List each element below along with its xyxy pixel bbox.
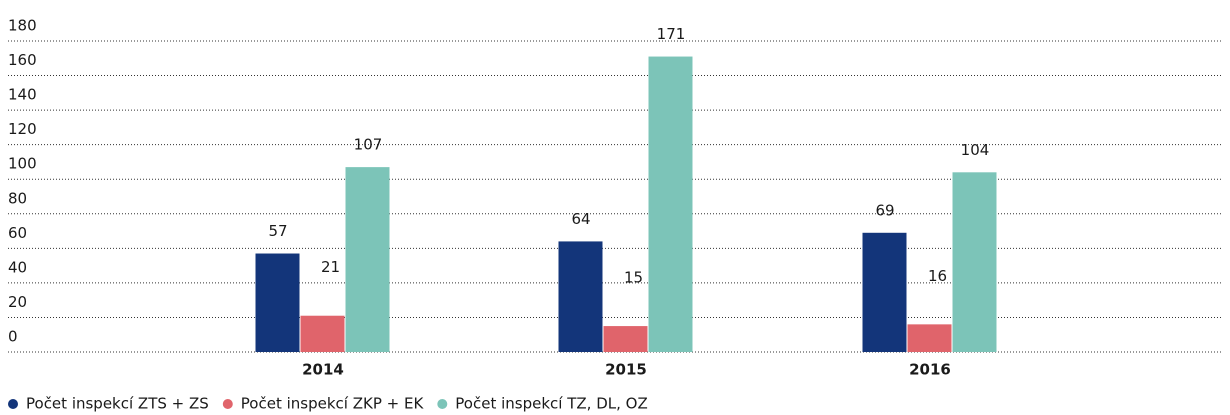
x-tick-label: 2016 <box>909 361 951 379</box>
bar <box>952 172 997 352</box>
bar <box>648 56 693 353</box>
value-label: 16 <box>928 267 947 285</box>
bar <box>345 167 390 352</box>
value-label: 57 <box>268 222 287 240</box>
bar <box>862 232 907 352</box>
value-label: 171 <box>657 25 686 43</box>
bar <box>255 253 300 352</box>
legend-marker <box>8 399 18 409</box>
value-label: 21 <box>321 258 340 276</box>
x-tick-label: 2015 <box>605 361 647 379</box>
x-tick-label: 2014 <box>302 361 344 379</box>
y-tick-label: 160 <box>8 51 37 69</box>
bar <box>300 315 345 352</box>
value-label: 107 <box>354 136 383 154</box>
bar <box>558 241 603 352</box>
y-tick-label: 40 <box>8 258 27 276</box>
y-tick-label: 120 <box>8 120 37 138</box>
y-tick-label: 140 <box>8 86 37 104</box>
y-tick-label: 180 <box>8 17 37 35</box>
y-tick-label: 100 <box>8 155 37 173</box>
bar <box>907 324 952 352</box>
value-label: 104 <box>961 141 990 159</box>
legend-marker <box>437 399 448 409</box>
value-label: 15 <box>624 269 643 287</box>
legend-label: Počet inspekcí ZKP + EK <box>241 395 425 413</box>
legend-label: Počet inspekcí TZ, DL, OZ <box>455 395 647 413</box>
y-tick-label: 0 <box>8 328 18 346</box>
y-tick-label: 20 <box>8 293 27 311</box>
value-label: 64 <box>571 210 590 228</box>
y-tick-label: 80 <box>8 189 27 207</box>
bar <box>603 326 648 352</box>
value-label: 69 <box>875 201 894 219</box>
y-tick-label: 60 <box>8 224 27 242</box>
legend-marker <box>222 399 233 409</box>
legend-label: Počet inspekcí ZTS + ZS <box>26 395 209 413</box>
